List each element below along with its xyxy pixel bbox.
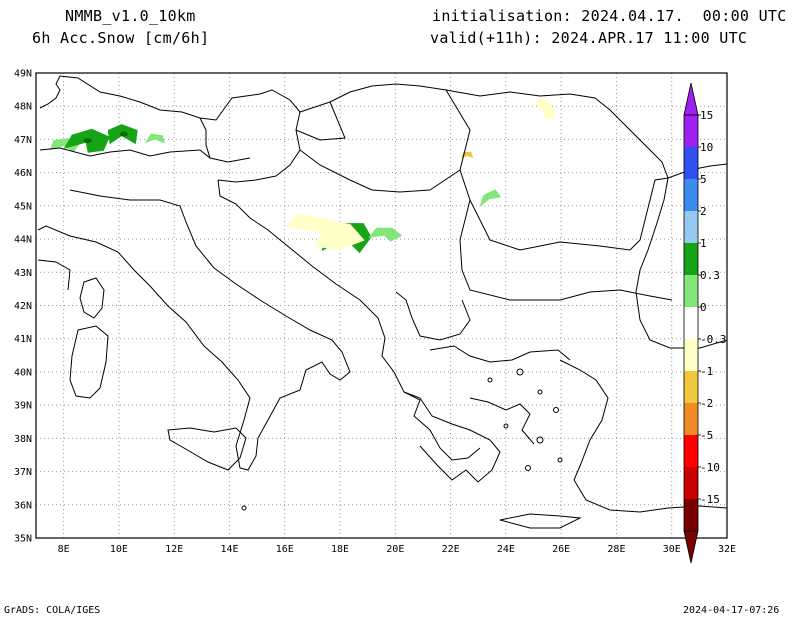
- footer-credit: GrADS: COLA/IGES: [4, 605, 101, 616]
- footer-timestamp: 2024-04-17-07:26: [683, 605, 780, 616]
- colorbar-segment: [684, 307, 698, 339]
- colorbar-label: 0.3: [700, 269, 720, 282]
- lat-label: 49N: [14, 69, 32, 80]
- lon-label: 20E: [386, 544, 404, 555]
- colorbar-label: 10: [700, 141, 713, 154]
- snow-core: [83, 138, 92, 144]
- colorbar-segment: [684, 403, 698, 435]
- valid-time: valid(+11h): 2024.APR.17 11:00 UTC: [430, 29, 748, 47]
- colorbar-label: -10: [700, 461, 720, 474]
- lon-label: 8E: [58, 544, 70, 555]
- snow-field: [49, 97, 556, 254]
- snow-area: [533, 97, 556, 120]
- colorbar-top-arrow: [683, 82, 699, 116]
- lon-label: 22E: [442, 544, 460, 555]
- snow-area: [368, 227, 403, 242]
- colorbar-segment: [684, 339, 698, 371]
- colorbar-label: -1: [700, 365, 713, 378]
- colorbar-outline: [683, 114, 699, 532]
- lat-label: 36N: [14, 500, 32, 511]
- colorbar-segment: [684, 179, 698, 211]
- lat-label: 47N: [14, 135, 32, 146]
- lat-label: 42N: [14, 301, 32, 312]
- colorbar-segment: [684, 275, 698, 307]
- map-frame: [35, 72, 728, 539]
- lat-lon-grid: [36, 73, 727, 538]
- colorbar-label: 15: [700, 109, 713, 122]
- colorbar-bottom-arrow: [683, 530, 699, 564]
- lon-label: 24E: [497, 544, 515, 555]
- lon-label: 12E: [165, 544, 183, 555]
- model-name: NMMB_v1.0_10km: [65, 7, 196, 25]
- lon-label: 26E: [552, 544, 570, 555]
- lat-label: 37N: [14, 467, 32, 478]
- field-name: 6h Acc.Snow [cm/6h]: [32, 29, 210, 47]
- colorbar-label: 0: [700, 301, 707, 314]
- init-time: initialisation: 2024.04.17. 00:00 UTC: [432, 7, 787, 25]
- lat-label: 43N: [14, 268, 32, 279]
- lat-label: 35N: [14, 534, 32, 545]
- lon-label: 14E: [220, 544, 238, 555]
- lat-label: 46N: [14, 168, 32, 179]
- colorbar-segment: [684, 371, 698, 403]
- colorbar-segment: [684, 243, 698, 275]
- lon-label: 16E: [276, 544, 294, 555]
- snow-area: [144, 133, 165, 144]
- snow-core: [119, 131, 128, 137]
- coastlines-and-borders: [37, 75, 727, 529]
- colorbar: 15 10 5 2 1 0.3 0 -0.3 -1 -2 -5 -10 -15: [683, 82, 727, 564]
- colorbar-label: -5: [700, 429, 713, 442]
- colorbar-label: -2: [700, 397, 713, 410]
- lon-label: 32E: [718, 544, 736, 555]
- lat-label: 48N: [14, 102, 32, 113]
- snow-area: [284, 214, 365, 251]
- colorbar-segment: [684, 435, 698, 467]
- axis-labels: 49N 48N 47N 46N 45N 44N 43N 42N 41N 40N 39N 38N 37N 3…: [14, 69, 736, 556]
- colorbar-segment: [684, 467, 698, 499]
- colorbar-segment: [684, 147, 698, 179]
- colorbar-label: -0.3: [700, 333, 727, 346]
- lon-label: 30E: [663, 544, 681, 555]
- lat-label: 41N: [14, 334, 32, 345]
- snow-area: [479, 189, 502, 208]
- lon-label: 10E: [110, 544, 128, 555]
- colorbar-label: 5: [700, 173, 707, 186]
- lon-label: 28E: [607, 544, 625, 555]
- colorbar-label: -15: [700, 493, 720, 506]
- lat-label: 44N: [14, 235, 32, 246]
- colorbar-segment: [684, 211, 698, 243]
- lat-label: 40N: [14, 367, 32, 378]
- colorbar-segment: [684, 499, 698, 531]
- lat-label: 38N: [14, 434, 32, 445]
- colorbar-segment: [684, 115, 698, 147]
- lat-label: 39N: [14, 401, 32, 412]
- lon-label: 18E: [331, 544, 349, 555]
- colorbar-label: 1: [700, 237, 707, 250]
- lat-label: 45N: [14, 201, 32, 212]
- colorbar-label: 2: [700, 205, 707, 218]
